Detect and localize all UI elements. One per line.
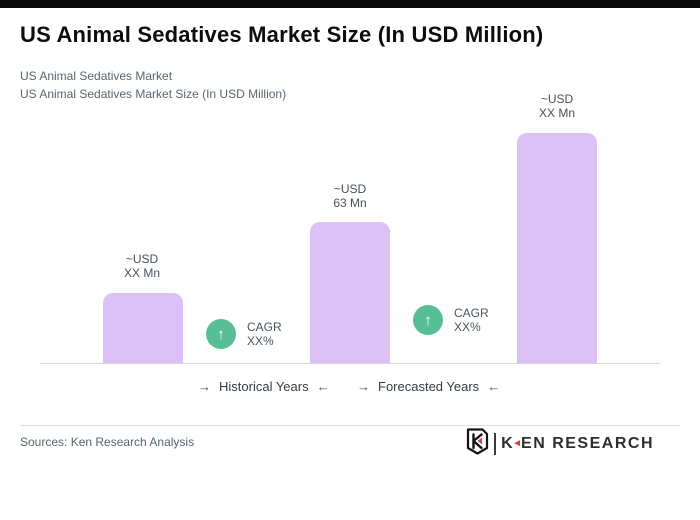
axis-group-historical-years: → Historical Years ← [198, 379, 330, 394]
bar-value-label-historical: ~USD XX Mn [123, 252, 160, 280]
bar-value-label-forecast: ~USD XX Mn [538, 92, 575, 120]
left-arrow-icon: ← [316, 379, 330, 394]
left-arrow-icon: ← [487, 379, 501, 394]
bar-current [310, 222, 390, 363]
up-arrow-icon: ↑ [413, 305, 443, 335]
bar-historical [103, 293, 183, 363]
x-axis-baseline [40, 363, 660, 364]
red-arrow-icon: ◄ [512, 438, 523, 449]
subtitle-line-2: US Animal Sedatives Market Size (In USD … [20, 87, 287, 101]
top-accent-bar [0, 0, 700, 8]
logo-rest-text: EN RESEARCH [521, 434, 654, 452]
chart-subtitle: US Animal Sedatives Market US Animal Sed… [20, 67, 286, 103]
axis-group-label: Historical Years [219, 379, 309, 394]
logo-wordmark: K ◄ EN RESEARCH [501, 435, 654, 453]
up-arrow-icon: ↑ [206, 319, 236, 349]
cagr-badge-historical: ↑ CAGR XX% [206, 319, 282, 349]
source-text: Sources: Ken Research Analysis [20, 435, 195, 449]
cagr-badge-text: CAGR XX% [454, 306, 489, 334]
ken-research-logo: K ◄ EN RESEARCH [466, 427, 654, 460]
cagr-badge-text: CAGR XX% [247, 320, 282, 348]
subtitle-line-1: US Animal Sedatives Market [20, 69, 173, 83]
page-title: US Animal Sedatives Market Size (In USD … [20, 22, 544, 47]
right-arrow-icon: → [198, 379, 211, 394]
cagr-badge-forecast: ↑ CAGR XX% [413, 305, 489, 335]
logo-divider [494, 432, 497, 455]
right-arrow-icon: → [357, 379, 370, 394]
bar-value-label-current: ~USD 63 Mn [333, 182, 367, 210]
bar-forecast [517, 133, 597, 363]
logo-shield-k-icon [466, 427, 489, 460]
axis-group-forecasted-years: → Forecasted Years ← [357, 379, 500, 394]
logo-letter-k: K [501, 434, 515, 452]
axis-group-label: Forecasted Years [378, 379, 480, 394]
footer-divider [20, 425, 680, 426]
